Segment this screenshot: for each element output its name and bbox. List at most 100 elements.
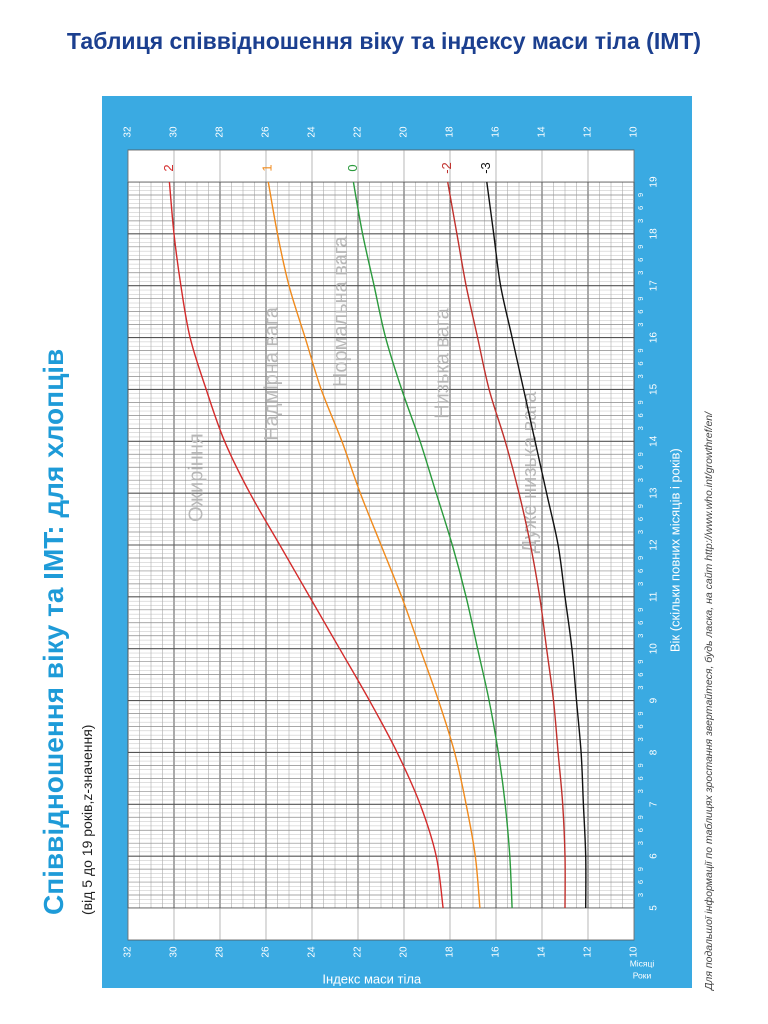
month-tick-label: 3 [636, 426, 645, 430]
bottom-strip [127, 907, 635, 941]
age-tick-label: 11 [649, 591, 660, 602]
age-tick-label: 18 [649, 228, 660, 240]
series-line-1 [267, 181, 481, 909]
age-tick-label: 9 [649, 697, 660, 703]
bmi-tick-label-bottom: 12 [583, 946, 594, 958]
years-caption: Роки [633, 970, 652, 980]
top-strip [127, 149, 635, 183]
age-tick-label: 17 [649, 280, 660, 292]
bmi-tick-label-bottom: 14 [537, 946, 548, 958]
month-tick-label: 9 [636, 400, 645, 404]
month-tick-label: 9 [636, 193, 645, 197]
month-tick-label: 6 [636, 776, 645, 780]
zone-label: Ожиріння [185, 433, 207, 522]
x-axis-title: Вік (скільки повних місяців і років) [667, 448, 682, 652]
month-tick-label: 6 [636, 517, 645, 521]
bmi-tick-label-top: 18 [445, 126, 456, 138]
series-label--3: -3 [478, 162, 493, 174]
side-subtitle: (від 5 до 19 років,z-значення) [79, 724, 95, 915]
month-tick-label: 3 [636, 478, 645, 482]
footnote: Для подальшої інформації по таблицях зро… [703, 411, 715, 990]
month-tick-label: 9 [636, 608, 645, 612]
age-tick-label: 19 [649, 176, 660, 188]
month-tick-label: 6 [636, 621, 645, 625]
bmi-tick-label-bottom: 20 [399, 946, 410, 958]
age-tick-label: 13 [649, 487, 660, 499]
month-tick-label: 9 [636, 452, 645, 456]
month-tick-label: 3 [636, 530, 645, 534]
age-tick-label: 12 [649, 539, 660, 551]
month-tick-label: 6 [636, 310, 645, 314]
zone-label: Низька вага [431, 307, 453, 418]
bmi-tick-label-top: 30 [169, 126, 180, 138]
bmi-tick-label-top: 32 [123, 126, 134, 138]
month-tick-label: 6 [636, 258, 645, 262]
series-label-1: 1 [260, 164, 275, 171]
month-tick-label: 3 [636, 219, 645, 223]
bmi-tick-label-bottom: 30 [169, 946, 180, 958]
side-title: Співвідношення віку та IMT: для хлопців [38, 348, 69, 915]
age-tick-label: 6 [649, 853, 660, 859]
bmi-tick-label-bottom: 28 [215, 946, 226, 958]
bmi-tick-label-top: 14 [537, 126, 548, 138]
bmi-tick-label-top: 20 [399, 126, 410, 138]
month-tick-label: 6 [636, 569, 645, 573]
month-tick-label: 3 [636, 634, 645, 638]
age-tick-label: 8 [649, 749, 660, 755]
month-tick-label: 9 [636, 556, 645, 560]
month-tick-label: 9 [636, 504, 645, 508]
age-tick-label: 15 [649, 383, 660, 395]
month-tick-label: 9 [636, 297, 645, 301]
bmi-tick-label-top: 16 [491, 126, 502, 138]
bmi-tick-label-bottom: 22 [353, 946, 364, 958]
month-tick-label: 9 [636, 763, 645, 767]
month-tick-label: 3 [636, 686, 645, 690]
y-axis-title: Індекс маси тіла [322, 971, 422, 986]
age-tick-label: 10 [649, 643, 660, 655]
age-tick-label: 16 [649, 332, 660, 344]
bmi-tick-label-top: 24 [307, 126, 318, 138]
month-tick-label: 3 [636, 374, 645, 378]
series-line--3 [486, 181, 587, 909]
series-label-2: 2 [161, 164, 176, 171]
age-tick-label: 5 [649, 905, 660, 911]
month-tick-label: 3 [636, 582, 645, 586]
month-tick-label: 3 [636, 841, 645, 845]
series-label-0: 0 [345, 164, 360, 171]
bmi-chart: 1010121214141616181820202222242426262828… [123, 126, 683, 986]
series-line-0 [352, 181, 513, 909]
month-tick-label: 9 [636, 711, 645, 715]
month-tick-label: 6 [636, 724, 645, 728]
bmi-tick-label-bottom: 18 [445, 946, 456, 958]
chart-frame: 10 10 12 12 14 14 16 16 18 18 20 20 22 22 24 24 26 26 28 28… [102, 96, 692, 988]
month-tick-label: 3 [636, 737, 645, 741]
bmi-tick-label-top: 26 [261, 126, 272, 138]
series-label--2: -2 [439, 162, 454, 174]
month-tick-label: 9 [636, 867, 645, 871]
bmi-tick-label-bottom: 24 [307, 946, 318, 958]
series-line--2 [447, 181, 566, 909]
month-tick-label: 6 [636, 828, 645, 832]
bmi-tick-label-bottom: 10 [629, 946, 640, 958]
month-tick-label: 6 [636, 465, 645, 469]
zone-label: Надмірна вага [261, 306, 283, 441]
month-tick-label: 6 [636, 361, 645, 365]
month-tick-label: 9 [636, 660, 645, 664]
age-tick-label: 7 [649, 801, 660, 807]
month-tick-label: 6 [636, 673, 645, 677]
month-tick-label: 3 [636, 789, 645, 793]
month-tick-label: 9 [636, 815, 645, 819]
month-tick-label: 3 [636, 323, 645, 327]
months-caption: Місяці [630, 958, 655, 968]
bmi-tick-label-top: 10 [629, 126, 640, 138]
month-tick-label: 6 [636, 413, 645, 417]
month-tick-label: 9 [636, 348, 645, 352]
bmi-tick-label-top: 12 [583, 126, 594, 138]
series-line-2 [168, 181, 444, 909]
page-title: Таблиця співвідношення віку та індексу м… [66, 28, 702, 54]
bmi-tick-label-bottom: 16 [491, 946, 502, 958]
age-tick-label: 14 [649, 435, 660, 447]
month-tick-label: 3 [636, 271, 645, 275]
month-tick-label: 6 [636, 880, 645, 884]
bmi-tick-label-top: 22 [353, 126, 364, 138]
